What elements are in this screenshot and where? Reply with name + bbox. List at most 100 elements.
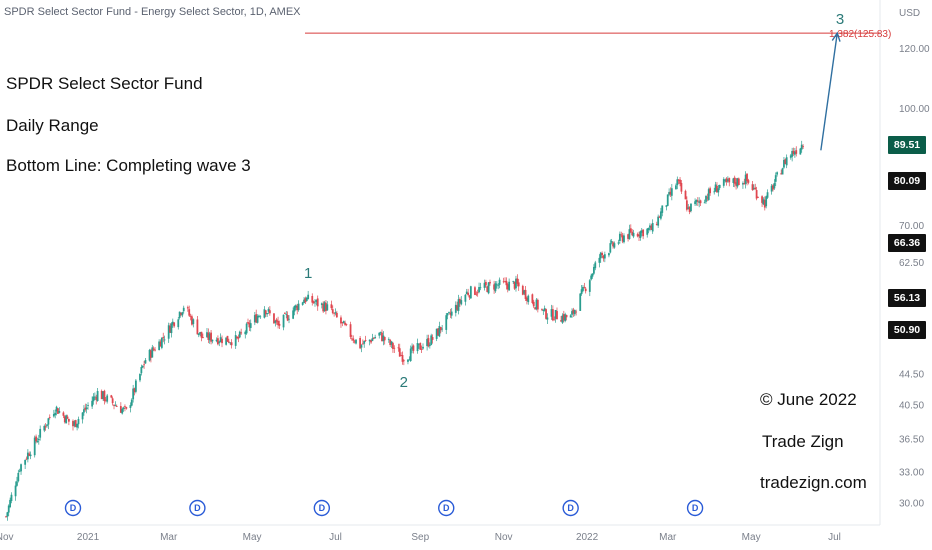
candle-body [651,223,654,232]
candle-body [244,331,247,335]
candle-body [543,308,546,311]
candle-body [535,299,538,310]
candle-body [245,323,248,334]
candle-body [478,287,480,293]
candle-body [311,295,314,303]
candle-body [569,315,572,318]
candle-body [497,285,500,287]
candle-body [139,373,141,381]
candle-body [737,178,740,186]
candle-body [743,183,746,185]
candle-body [725,178,728,183]
candle-body [772,185,774,190]
candle-body [590,275,593,280]
candle-body [17,472,20,482]
candle-body [613,243,616,248]
candle-body [621,235,624,242]
candle-body [258,315,260,317]
candle-body [483,282,486,288]
candle-body [323,302,326,312]
candle-body [465,291,468,295]
candle-body [150,350,152,358]
candle-body [359,338,362,349]
candle-body [610,241,613,243]
candle-body [636,234,639,237]
candle-body [268,310,271,314]
candle-body [100,390,103,400]
candle-body [411,346,413,350]
candle-body [237,337,240,339]
candle-body [199,332,202,334]
candle-body [72,420,74,427]
dividend-badge[interactable]: D [562,499,579,517]
candle-body [249,323,252,328]
candle-body [215,339,218,342]
candle-body [106,395,109,402]
dividend-badge-label: D [319,503,326,513]
dividend-badge[interactable]: D [686,499,704,517]
candle-body [713,191,716,193]
candle-body [151,347,154,358]
y-tick-label: 33.00 [899,467,924,478]
candle-body [163,339,166,341]
candle-body [407,359,409,362]
candle-body [776,172,779,175]
candle-body [517,282,520,287]
candle-body [341,322,344,323]
candle-body [799,148,802,155]
candle-body [363,340,366,344]
brand-text: Trade Zign [762,432,844,451]
candle-body [288,318,290,320]
candle-body [476,292,479,294]
candle-body [705,196,707,202]
candle-body [690,203,692,212]
wave-label-1: 1 [304,265,312,282]
candle-body [192,319,195,325]
candle-body [87,405,89,406]
dividend-badge[interactable]: D [189,499,206,517]
x-tick-label: 2022 [576,532,599,543]
candle-body [572,309,575,314]
candle-body [793,151,796,155]
candle-body [541,308,543,310]
candle-body [561,315,564,323]
candle-body [687,207,690,209]
candle-body [390,341,393,345]
candle-body [703,202,706,204]
wave-label-2: 2 [400,374,408,391]
chart-header-title: SPDR Select Sector Fund - Energy Select … [4,6,301,18]
candle-body [445,315,448,330]
dividend-badge-label: D [194,503,201,513]
candle-body [631,231,634,236]
dividend-badge[interactable]: D [64,499,82,517]
candle-body [784,159,787,165]
candle-body [795,150,798,154]
candle-body [618,233,621,241]
candle-body [437,328,439,336]
candle-body [546,317,549,320]
candle-body [598,257,601,263]
candle-body [802,146,804,148]
candle-body [780,173,783,175]
y-tick-label: 44.50 [899,369,924,380]
candle-body [467,292,470,295]
candle-body [238,331,241,338]
dividend-badge[interactable]: D [313,499,331,517]
candle-body [95,396,98,400]
candle-body [81,412,84,420]
candle-body [498,279,501,285]
candle-body [180,312,182,315]
dividend-badge[interactable]: D [438,499,455,517]
candle-body [177,319,180,328]
candle-body [584,288,587,292]
x-tick-label: Sep [411,532,429,543]
candle-body [301,302,304,305]
candle-body [158,341,161,351]
candle-body [684,190,687,200]
candle-body [65,415,68,424]
candle-body [320,303,323,305]
candle-body [93,396,96,398]
candle-body [506,284,509,290]
